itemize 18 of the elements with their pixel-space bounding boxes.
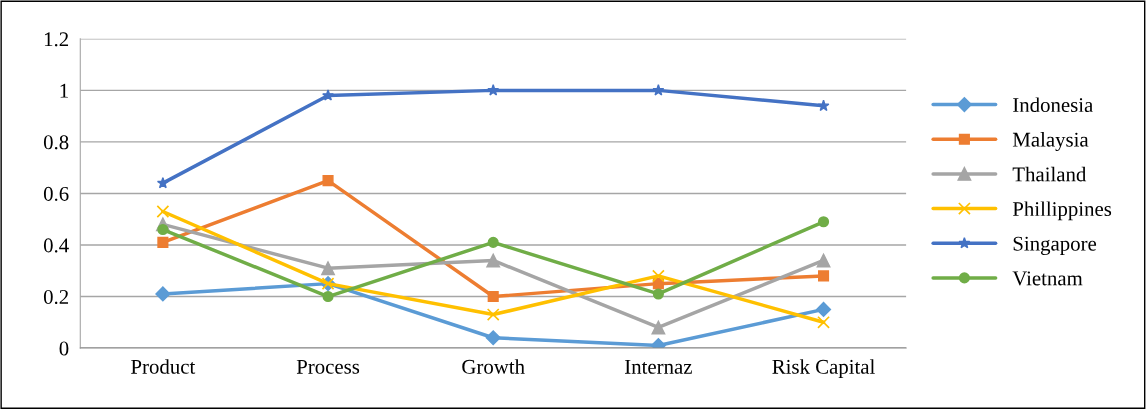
x-tick-label: Growth	[462, 359, 525, 374]
x-tick-label: Internaz	[625, 359, 692, 374]
y-tick-label: 0.8	[43, 135, 69, 150]
legend-label: Singapore	[1013, 236, 1097, 255]
y-tick-label: 0.2	[43, 289, 69, 305]
y-tick-label: 0	[59, 341, 69, 356]
y-tick-label: 1.2	[44, 32, 69, 47]
legend-label: Phillippines	[1012, 201, 1112, 221]
y-tick-label: 0.6	[43, 186, 69, 201]
legend-label: Indonesia	[1013, 97, 1094, 113]
y-tick-label: 0.4	[43, 238, 69, 253]
x-tick-label: Process	[296, 359, 360, 374]
legend-label: Thailand	[1012, 166, 1087, 182]
legend-label: Malaysia	[1012, 132, 1089, 151]
x-tick-label: Risk Capital	[772, 359, 875, 379]
y-tick-label: 1	[60, 83, 68, 98]
x-tick-label: Product	[131, 359, 196, 374]
legend-label: Vietnam	[1012, 271, 1083, 286]
